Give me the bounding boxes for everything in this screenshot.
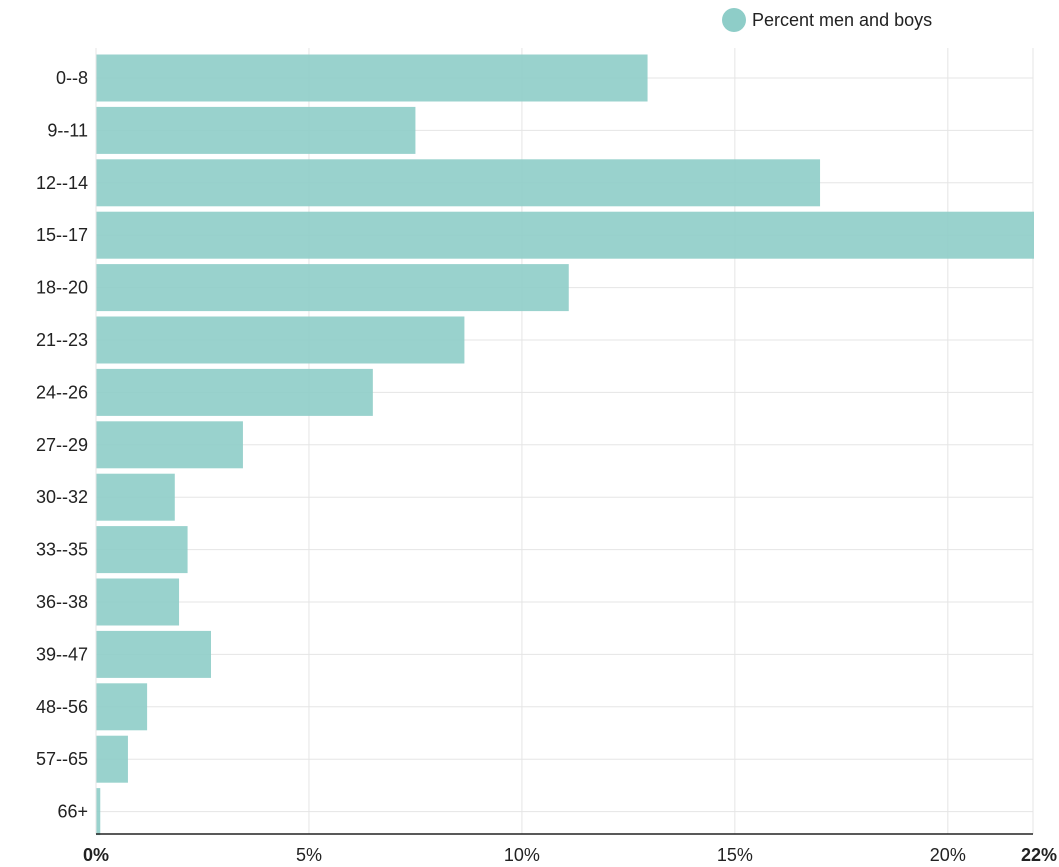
y-tick-label: 9--11 <box>47 120 88 140</box>
x-tick-label: 22% <box>1021 845 1057 865</box>
bar-9--11[interactable] <box>96 106 416 154</box>
bar-57--65[interactable] <box>96 735 128 783</box>
y-tick-label: 18--20 <box>36 278 88 298</box>
bar-30--32[interactable] <box>96 473 175 521</box>
bar-0--8[interactable] <box>96 54 648 102</box>
y-tick-label: 15--17 <box>36 225 88 245</box>
bar-39--47[interactable] <box>96 630 211 678</box>
y-tick-label: 30--32 <box>36 487 88 507</box>
x-tick-label: 20% <box>930 845 966 865</box>
y-tick-label: 27--29 <box>36 435 88 455</box>
bar-15--17[interactable] <box>96 211 1034 259</box>
legend: Percent men and boys <box>722 8 932 32</box>
y-tick-label: 66+ <box>57 802 88 822</box>
bar-24--26[interactable] <box>96 368 373 416</box>
bar-18--20[interactable] <box>96 264 569 312</box>
y-tick-label: 57--65 <box>36 749 88 769</box>
y-tick-label: 33--35 <box>36 540 88 560</box>
bar-48--56[interactable] <box>96 683 148 731</box>
bar-12--14[interactable] <box>96 159 821 207</box>
x-tick-label: 10% <box>504 845 540 865</box>
y-tick-label: 21--23 <box>36 330 88 350</box>
y-tick-label: 36--38 <box>36 592 88 612</box>
legend-swatch <box>722 8 746 32</box>
bar-21--23[interactable] <box>96 316 465 364</box>
y-tick-label: 0--8 <box>56 68 88 88</box>
bar-66+[interactable] <box>96 788 101 836</box>
x-tick-label: 0% <box>83 845 109 865</box>
y-tick-label: 39--47 <box>36 644 88 664</box>
y-tick-label: 12--14 <box>36 173 88 193</box>
y-tick-label: 24--26 <box>36 382 88 402</box>
y-tick-label: 48--56 <box>36 697 88 717</box>
x-tick-label: 5% <box>296 845 322 865</box>
legend-label: Percent men and boys <box>752 9 933 30</box>
x-tick-label: 15% <box>717 845 753 865</box>
bar-36--38[interactable] <box>96 578 180 626</box>
bar-33--35[interactable] <box>96 526 188 574</box>
bar-27--29[interactable] <box>96 421 243 469</box>
